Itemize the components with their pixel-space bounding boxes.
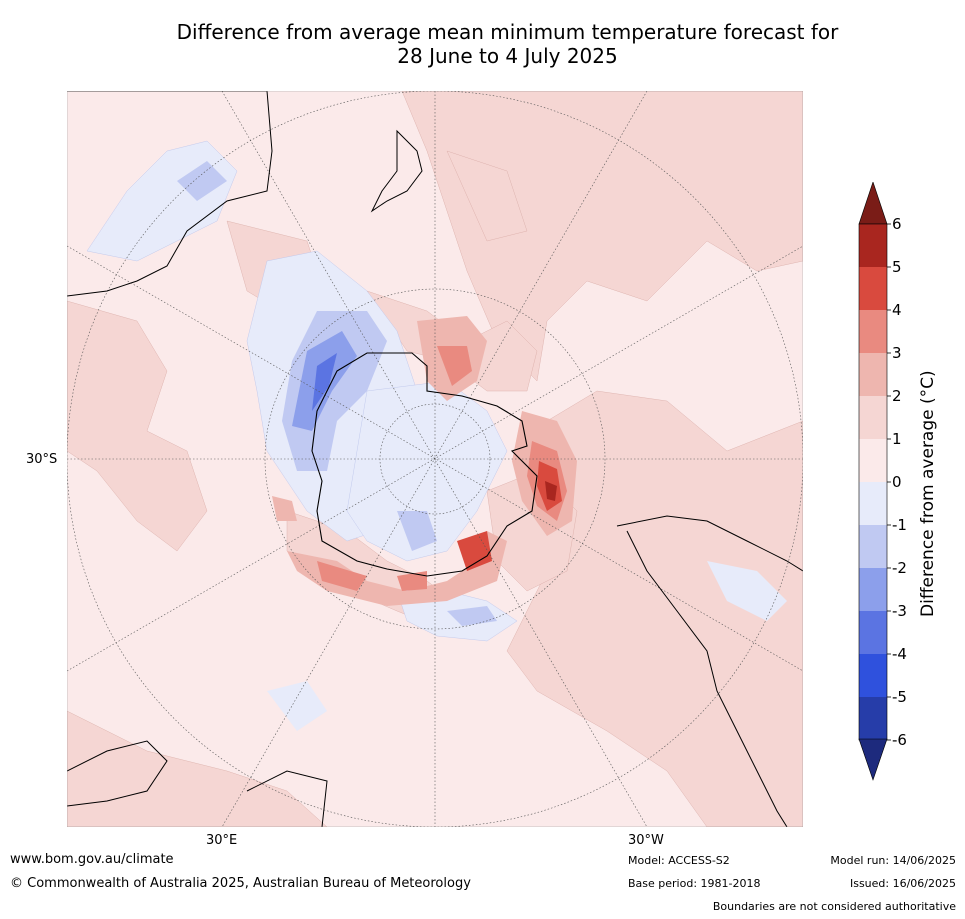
colorbar-tick-label: -2 <box>892 559 907 577</box>
map-canvas <box>67 91 803 827</box>
new-zealand-coastline <box>370 129 423 213</box>
footer-model-run: Model run: 14/06/2025 <box>830 854 956 867</box>
latitude-label-30s: 30°S <box>26 452 58 467</box>
footer-model: Model: ACCESS-S2 <box>628 854 730 867</box>
colorbar-title: Difference from average (°C) <box>918 370 938 617</box>
colorbar-band <box>859 525 887 568</box>
cool-anomaly-regions <box>86 140 787 731</box>
colorbar-over-arrow <box>858 181 888 225</box>
map-title: Difference from average mean minimum tem… <box>60 20 955 68</box>
warm-anomaly-regions <box>67 91 803 827</box>
colorbar-tick-label: -4 <box>892 645 907 663</box>
colorbar: 6 5 4 3 2 1 0 -1 -2 -3 -4 -5 -6 <box>858 181 965 782</box>
colorbar-band <box>859 224 887 267</box>
colorbar-tick-label: 3 <box>892 344 902 362</box>
graticule <box>67 91 803 827</box>
colorbar-band <box>859 439 887 482</box>
colorbar-band <box>859 310 887 353</box>
colorbar-tick-label: 4 <box>892 301 902 319</box>
colorbar-band <box>859 396 887 439</box>
colorbar-band <box>859 482 887 525</box>
colorbar-ticks: 6 5 4 3 2 1 0 -1 -2 -3 -4 -5 -6 <box>887 215 907 749</box>
south-america-coastline <box>616 515 803 827</box>
colorbar-svg: 6 5 4 3 2 1 0 -1 -2 -3 -4 -5 -6 <box>858 181 907 781</box>
anomaly-map <box>67 91 803 827</box>
australia-coastline <box>67 91 273 297</box>
colorbar-tick-label: 2 <box>892 387 902 405</box>
title-line-1: Difference from average mean minimum tem… <box>176 20 839 44</box>
colorbar-under-arrow <box>858 738 888 781</box>
footer-disclaimer: Boundaries are not considered authoritat… <box>712 900 956 913</box>
colorbar-band <box>859 568 887 611</box>
longitude-label-30e: 30°E <box>206 833 238 848</box>
footer-copyright: © Commonwealth of Australia 2025, Austra… <box>10 876 471 891</box>
colorbar-band <box>859 697 887 740</box>
africa-coastline <box>67 740 328 827</box>
colorbar-tick-label: -3 <box>892 602 907 620</box>
colorbar-tick-label: -5 <box>892 688 907 706</box>
strong-warm-cores <box>272 316 577 606</box>
footer-issued: Issued: 16/06/2025 <box>849 877 956 890</box>
colorbar-tick-label: 5 <box>892 258 902 276</box>
colorbar-bands <box>858 223 888 741</box>
colorbar-band <box>859 654 887 697</box>
colorbar-band <box>859 611 887 654</box>
colorbar-tick-label: 6 <box>892 215 902 233</box>
colorbar-tick-label: 1 <box>892 430 902 448</box>
colorbar-tick-label: -6 <box>892 731 907 749</box>
colorbar-band <box>859 267 887 310</box>
colorbar-band <box>859 353 887 396</box>
longitude-label-30w: 30°W <box>628 833 664 848</box>
colorbar-tick-label: -1 <box>892 516 907 534</box>
antarctica-coastline <box>311 352 538 577</box>
colorbar-tick-label: 0 <box>892 473 902 491</box>
footer-url: www.bom.gov.au/climate <box>10 852 174 867</box>
footer-base-period: Base period: 1981-2018 <box>628 877 761 890</box>
title-line-2: 28 June to 4 July 2025 <box>397 44 618 68</box>
